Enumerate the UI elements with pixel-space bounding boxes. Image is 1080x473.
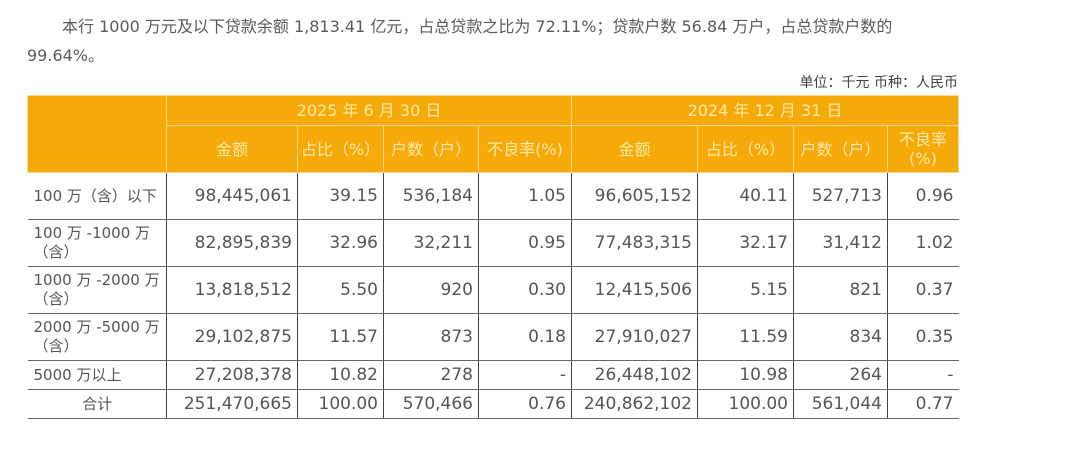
header-blank	[27, 95, 167, 173]
table-cell: 11.57	[297, 313, 384, 361]
table-cell: 251,470,665	[166, 389, 298, 419]
table-row: 5000 万以上 27,208,378 10.82 278-26,448,102 10.…	[27, 360, 959, 390]
table-cell: 11.59	[697, 313, 794, 361]
table-cell: 0.30	[478, 266, 572, 314]
table-cell: -	[478, 360, 572, 390]
table-cell: 920	[383, 266, 479, 314]
table-cell: 5.15	[697, 266, 794, 314]
table-cell: 527,713	[793, 172, 888, 220]
table-cell: 0.77	[887, 389, 959, 419]
period-header-2025: 2025 年 6 月 30 日	[166, 95, 572, 126]
table-cell: 82,895,839	[166, 219, 298, 267]
unit-note: 单位：千元 币种：人民币	[799, 75, 958, 91]
column-header: 占比（%）	[297, 125, 384, 173]
table-row: 2000 万 -5000 万（含） 29,102,875 11.57 873 0.18 2…	[27, 313, 959, 361]
column-header: 不良率(%)	[887, 125, 959, 173]
table-cell: -	[887, 360, 959, 390]
loan-distribution-table: 2025 年 6 月 30 日 2024 年 12 月 31 日 金额 占比（%）…	[27, 95, 959, 419]
table-cell: 77,483,315	[571, 219, 698, 267]
table-cell: 27,910,027	[571, 313, 698, 361]
row-label: 2000 万 -5000 万（含）	[27, 313, 167, 361]
column-header: 户数（户）	[793, 125, 888, 173]
table-cell: 536,184	[383, 172, 479, 220]
table-cell: 39.15	[297, 172, 384, 220]
table-cell: 100.00	[697, 389, 794, 419]
row-label: 100 万 -1000 万（含）	[27, 219, 167, 267]
table-cell: 13,818,512	[166, 266, 298, 314]
table-cell: 278	[383, 360, 479, 390]
table-cell: 873	[383, 313, 479, 361]
period-header-2024: 2024 年 12 月 31 日	[571, 95, 959, 126]
table-cell: 31,412	[793, 219, 888, 267]
table-cell: 29,102,875	[166, 313, 298, 361]
table-cell: 0.96	[887, 172, 959, 220]
column-header: 金额	[166, 125, 298, 173]
row-label: 合计	[27, 389, 167, 419]
table-row: 100 万（含）以下 98,445,061 39.15 536,184 1.05 96,6…	[27, 172, 959, 220]
table-cell: 0.76	[478, 389, 572, 419]
table-cell: 10.82	[297, 360, 384, 390]
table-cell: 27,208,378	[166, 360, 298, 390]
table-cell: 821	[793, 266, 888, 314]
table-cell: 570,466	[383, 389, 479, 419]
table-cell: 12,415,506	[571, 266, 698, 314]
table-cell: 32.96	[297, 219, 384, 267]
table-cell: 5.50	[297, 266, 384, 314]
table-cell: 32,211	[383, 219, 479, 267]
summary-paragraph: 本行 1000 万元及以下贷款余额 1,813.41 亿元，占总贷款之比为 72…	[27, 17, 893, 65]
row-label: 100 万（含）以下	[27, 172, 167, 220]
table-row: 合计 251,470,665 100.00 570,466 0.76 240,862,10…	[27, 389, 959, 419]
table-cell: 26,448,102	[571, 360, 698, 390]
table-cell: 100.00	[297, 389, 384, 419]
table-cell: 0.37	[887, 266, 959, 314]
table-cell: 834	[793, 313, 888, 361]
table-cell: 1.05	[478, 172, 572, 220]
table-cell: 32.17	[697, 219, 794, 267]
table-cell: 561,044	[793, 389, 888, 419]
column-header: 占比（%）	[697, 125, 794, 173]
column-header: 户数（户）	[383, 125, 479, 173]
table-row: 1000 万 -2000 万（含） 13,818,512 5.50 920 0.30 12…	[27, 266, 959, 314]
table-cell: 264	[793, 360, 888, 390]
table-cell: 40.11	[697, 172, 794, 220]
table-cell: 98,445,061	[166, 172, 298, 220]
row-label: 1000 万 -2000 万（含）	[27, 266, 167, 314]
table-cell: 0.18	[478, 313, 572, 361]
row-label: 5000 万以上	[27, 360, 167, 390]
column-header: 金额	[571, 125, 698, 173]
table-cell: 96,605,152	[571, 172, 698, 220]
table-cell: 0.35	[887, 313, 959, 361]
table-cell: 0.95	[478, 219, 572, 267]
column-header: 不良率(%)	[478, 125, 572, 173]
table-cell: 240,862,102	[571, 389, 698, 419]
table-cell: 10.98	[697, 360, 794, 390]
table-cell: 1.02	[887, 219, 959, 267]
table-row: 100 万 -1000 万（含） 82,895,839 32.96 32,211 0.9…	[27, 219, 959, 267]
